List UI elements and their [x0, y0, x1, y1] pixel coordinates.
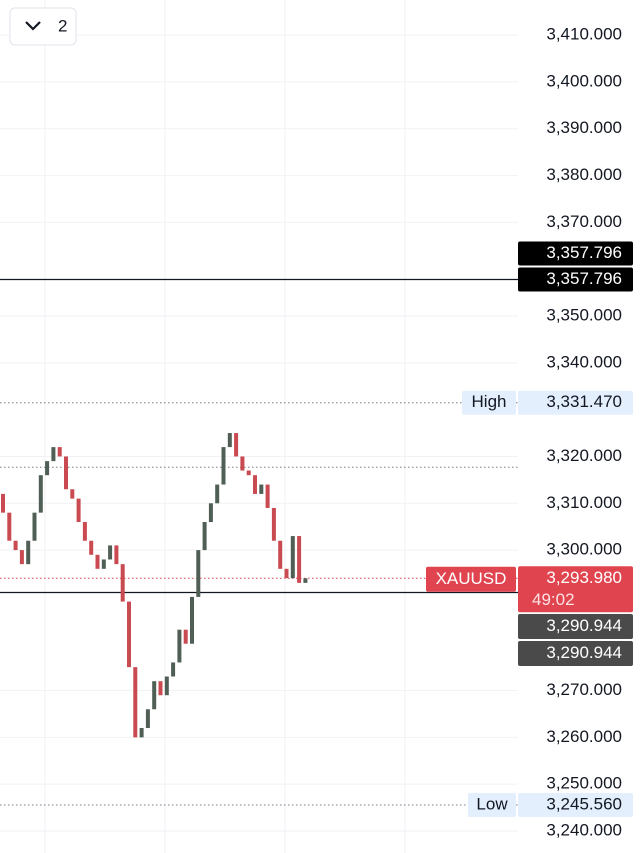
- symbol-label-box: [426, 566, 516, 592]
- candle-body: [278, 540, 283, 569]
- y-tick-label: 3,310.000: [546, 493, 622, 512]
- entry-label-box: [518, 613, 633, 639]
- candle-body: [95, 554, 100, 569]
- plot: [0, 278, 518, 806]
- candle-body: [152, 681, 157, 710]
- y-tick-label: 3,350.000: [546, 305, 622, 324]
- candle-body: [133, 667, 138, 738]
- high-label-box: [518, 390, 633, 415]
- countdown: 49:02: [532, 590, 575, 609]
- y-tick-label: 3,260.000: [546, 727, 622, 746]
- candle-body: [303, 578, 308, 583]
- candle-body: [253, 475, 257, 494]
- candle-body: [145, 709, 150, 728]
- entry-label-box: [518, 640, 633, 666]
- low-label: 3,245.560: [546, 794, 622, 813]
- candle-body: [70, 489, 75, 499]
- candle-body: [190, 596, 194, 644]
- y-tick-label: 3,370.000: [546, 212, 622, 231]
- candle-body: [64, 456, 68, 490]
- low-name: Low: [476, 794, 508, 813]
- candle-body: [227, 433, 232, 448]
- high-name-box: [462, 390, 516, 415]
- candle-body: [183, 629, 188, 644]
- candle-body: [76, 498, 81, 523]
- y-tick-label: 3,340.000: [546, 352, 622, 371]
- candle-body: [13, 540, 18, 551]
- candle-body: [101, 559, 106, 569]
- grid: [0, 0, 518, 853]
- candle-body: [89, 540, 94, 555]
- y-tick-label: 3,390.000: [546, 118, 622, 137]
- last-price-label: 3,293.980: [546, 568, 622, 587]
- low-label-box: [518, 792, 633, 817]
- candle-body: [19, 550, 24, 565]
- high-label: 3,331.470: [546, 392, 622, 411]
- candle-body: [7, 512, 12, 541]
- candle-body: [221, 447, 226, 485]
- y-tick-label: 3,300.000: [546, 540, 622, 559]
- candle-body: [259, 484, 264, 494]
- y-tick-label: 3,250.000: [546, 774, 622, 793]
- entry-label: 3,290.944: [546, 616, 622, 635]
- low-name-box: [468, 792, 516, 817]
- button-frame[interactable]: [9, 7, 77, 46]
- candle-body: [177, 629, 182, 663]
- button-label: 2: [58, 16, 67, 35]
- candle-body: [114, 545, 119, 565]
- candle-body: [271, 507, 276, 541]
- candle-body: [45, 461, 50, 476]
- price-axis: 3,410.000 3,400.000 3,390.000 3,380.000 3,37…: [426, 25, 633, 839]
- candle-body: [38, 475, 43, 513]
- position-label: 3,357.796: [546, 243, 622, 262]
- candle-body: [26, 540, 31, 565]
- interval-button[interactable]: 2: [9, 7, 77, 46]
- candle-body: [120, 564, 125, 602]
- position-label: 3,357.796: [546, 269, 622, 288]
- candle-body: [32, 512, 37, 541]
- entry-label: 3,290.944: [546, 643, 622, 662]
- candle-body: [127, 601, 131, 668]
- y-tick-label: 3,380.000: [546, 165, 622, 184]
- candle-body: [208, 503, 213, 523]
- candle-body: [246, 470, 251, 476]
- candle-body: [196, 550, 201, 597]
- candle-body: [108, 545, 113, 560]
- y-tick-label: 3,240.000: [546, 820, 622, 839]
- position-label-box: [518, 267, 633, 292]
- candle-body: [284, 568, 289, 579]
- candle-body: [265, 484, 270, 508]
- symbol-label: XAUUSD: [436, 569, 507, 588]
- position-label-box: [518, 241, 633, 266]
- high-name: High: [472, 392, 507, 411]
- last-price-box: [518, 566, 633, 613]
- candle-body: [240, 456, 245, 471]
- candle-body: [297, 536, 302, 583]
- candle-body: [290, 536, 295, 579]
- y-tick-label: 3,400.000: [546, 71, 622, 90]
- candle-body: [158, 681, 163, 696]
- candle-body: [164, 676, 169, 696]
- candle-body: [171, 662, 176, 677]
- y-tick-label: 3,410.000: [546, 25, 622, 44]
- candle-body: [57, 447, 62, 457]
- candle-body: [51, 447, 56, 462]
- candle-body: [82, 522, 87, 541]
- candle-body: [202, 522, 207, 551]
- candle-body: [139, 727, 144, 738]
- candle-body: [215, 484, 220, 504]
- y-tick-label: 3,270.000: [546, 680, 622, 699]
- chevron: [25, 21, 41, 31]
- candle-body: [1, 493, 5, 513]
- candle-body: [234, 433, 239, 457]
- y-tick-label: 3,320.000: [546, 446, 622, 465]
